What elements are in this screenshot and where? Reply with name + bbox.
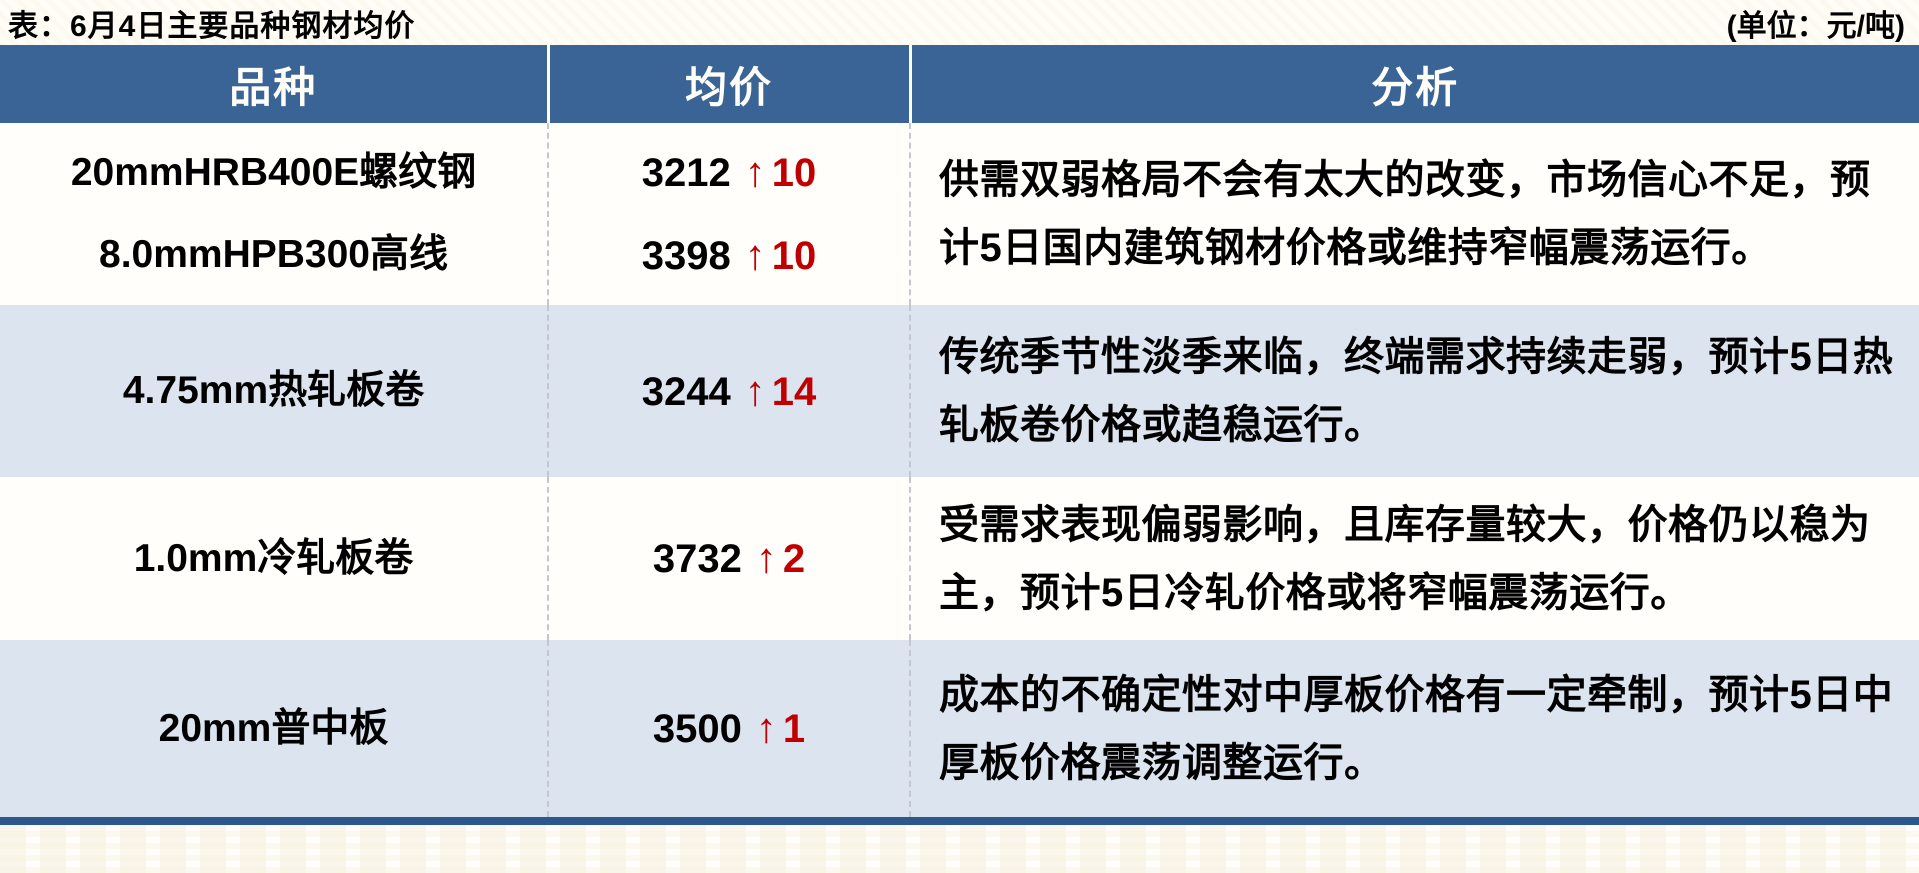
- analysis-text: 受需求表现偏弱影响，且库存量较大，价格仍以稳为主，预计5日冷轧价格或将窄幅震荡运…: [939, 502, 1871, 615]
- header-row: 品种 均价 分析: [0, 45, 1919, 123]
- analysis-cell: 成本的不确定性对中厚板价格有一定牵制，预计5日中厚板价格震荡调整运行。: [909, 640, 1919, 817]
- table-title: 表：6月4日主要品种钢材均价: [8, 9, 416, 43]
- price-change: 14: [771, 369, 817, 414]
- price-value: 3244: [641, 369, 731, 414]
- table-row-rebar-wire: 20mmHRB400E螺纹钢 8.0mmHPB300高线 3212 ↑ 10 339…: [0, 123, 1919, 305]
- analysis-cell: 供需双弱格局不会有太大的改变，市场信心不足，预计5日国内建筑钢材价格或维持窄幅震…: [909, 123, 1919, 305]
- price-value: 3732: [652, 537, 742, 581]
- price-change: 2: [782, 537, 806, 581]
- price-value: 3212: [641, 151, 731, 195]
- analysis-text: 传统季节性淡季来临，终端需求持续走弱，预计5日热轧板卷价格或趋稳运行。: [939, 335, 1894, 447]
- analysis-text: 成本的不确定性对中厚板价格有一定牵制，预计5日中厚板价格震荡调整运行。: [939, 672, 1894, 785]
- table-row-cold-rolled: 1.0mm冷轧板卷 3732 ↑ 2 受需求表现偏弱影响，且库存量较大，价格仍以稳为…: [0, 477, 1919, 640]
- variety-name: 8.0mmHPB300高线: [99, 233, 448, 276]
- variety-cell: 1.0mm冷轧板卷: [0, 477, 548, 640]
- faint-watermark: [0, 825, 1919, 873]
- title-bar: 表：6月4日主要品种钢材均价 (单位：元/吨): [0, 0, 1919, 45]
- table-bottom-border: [0, 817, 1919, 825]
- variety-cell: 20mm普中板: [0, 640, 548, 817]
- table-row-hot-rolled: 4.75mm热轧板卷 3244 ↑ 14 传统季节性淡季来临，终端需求持续走弱，预计…: [0, 305, 1919, 477]
- unit-label: (单位：元/吨): [1726, 9, 1905, 43]
- price-value: 3500: [652, 707, 742, 751]
- up-arrow-icon: ↑: [755, 534, 777, 581]
- up-arrow-icon: ↑: [744, 148, 766, 195]
- price-group: 3244 ↑ 14: [549, 369, 909, 414]
- variety-name: 1.0mm冷轧板卷: [133, 536, 414, 580]
- price-change: 1: [782, 707, 806, 751]
- col-header-analysis: 分析: [908, 45, 1919, 123]
- price-cell: 3732 ↑ 2: [547, 477, 910, 640]
- up-arrow-icon: ↑: [744, 231, 766, 278]
- variety-name: 4.75mm热轧板卷: [122, 369, 425, 412]
- variety-cell: 20mmHRB400E螺纹钢 8.0mmHPB300高线: [0, 123, 548, 305]
- price-group: 3212 ↑ 10: [549, 151, 909, 195]
- analysis-cell: 受需求表现偏弱影响，且库存量较大，价格仍以稳为主，预计5日冷轧价格或将窄幅震荡运…: [909, 477, 1919, 640]
- col-header-avg-price: 均价: [546, 45, 910, 123]
- analysis-cell: 传统季节性淡季来临，终端需求持续走弱，预计5日热轧板卷价格或趋稳运行。: [909, 305, 1919, 477]
- price-value: 3398: [641, 234, 731, 278]
- up-arrow-icon: ↑: [744, 366, 766, 414]
- variety-cell: 4.75mm热轧板卷: [0, 305, 548, 477]
- steel-price-table: 品种 均价 分析 20mmHRB400E螺纹钢 8.0mmHPB300高线 32…: [0, 45, 1919, 817]
- price-group: 3500 ↑ 1: [549, 707, 909, 751]
- price-cell: 3500 ↑ 1: [547, 640, 910, 817]
- variety-name: 20mm普中板: [158, 706, 389, 750]
- analysis-text: 供需双弱格局不会有太大的改变，市场信心不足，预计5日国内建筑钢材价格或维持窄幅震…: [939, 158, 1871, 270]
- price-group: 3398 ↑ 10: [549, 234, 909, 278]
- price-group: 3732 ↑ 2: [549, 537, 909, 581]
- price-cell: 3212 ↑ 10 3398 ↑ 10: [547, 123, 910, 305]
- col-header-variety: 品种: [0, 45, 548, 123]
- up-arrow-icon: ↑: [755, 704, 777, 751]
- price-change: 10: [771, 151, 817, 195]
- table-row-medium-plate: 20mm普中板 3500 ↑ 1 成本的不确定性对中厚板价格有一定牵制，预计5日中厚…: [0, 640, 1919, 817]
- variety-name: 20mmHRB400E螺纹钢: [70, 151, 477, 194]
- price-change: 10: [771, 234, 817, 278]
- price-cell: 3244 ↑ 14: [547, 305, 910, 477]
